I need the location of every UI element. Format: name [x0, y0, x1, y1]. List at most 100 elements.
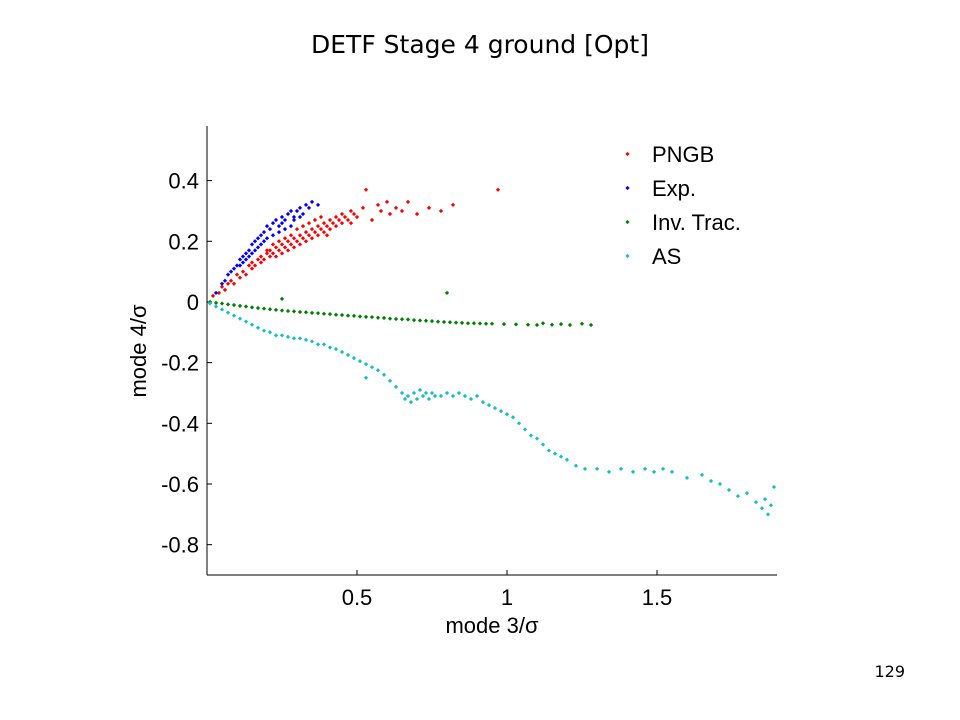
data-point [309, 339, 315, 344]
data-point [324, 233, 330, 238]
data-point [237, 263, 243, 268]
data-point [279, 251, 285, 256]
data-point [375, 368, 381, 373]
data-point [273, 217, 279, 223]
data-point [375, 202, 381, 207]
data-point [279, 308, 285, 313]
data-point [345, 352, 351, 358]
data-point [243, 251, 249, 256]
data-point [438, 393, 444, 399]
data-point [393, 384, 399, 390]
data-point [309, 227, 315, 232]
data-point [318, 227, 324, 232]
data-point [258, 260, 264, 265]
data-point [363, 314, 369, 319]
series-inv-trac [207, 290, 594, 328]
data-point [342, 214, 348, 220]
data-point [288, 223, 294, 229]
data-point [207, 301, 213, 306]
data-point [303, 239, 309, 244]
data-point [546, 448, 552, 453]
data-point [303, 310, 309, 315]
data-point [504, 412, 510, 417]
legend-label: AS [652, 244, 681, 269]
data-point [261, 328, 267, 333]
data-point [306, 205, 312, 211]
data-point [357, 314, 363, 319]
data-point [270, 220, 276, 226]
data-point [321, 342, 327, 347]
legend-marker [625, 219, 630, 225]
data-point [333, 214, 339, 220]
data-point [246, 248, 252, 253]
data-point [414, 396, 420, 402]
data-point [216, 290, 222, 295]
data-point [378, 208, 384, 214]
data-point [258, 242, 264, 247]
data-point [429, 390, 435, 396]
data-point [669, 469, 675, 474]
data-point [387, 378, 393, 383]
data-point [222, 278, 228, 283]
data-point [264, 236, 270, 241]
data-point [303, 337, 309, 343]
data-point [363, 375, 369, 380]
data-point [294, 208, 300, 214]
x-axis-label: mode 3/σ [445, 613, 538, 638]
legend-marker [625, 253, 630, 259]
data-point [444, 390, 450, 396]
data-point [759, 506, 765, 511]
data-point [309, 236, 315, 241]
data-point [312, 230, 318, 235]
data-point [219, 284, 225, 289]
data-point [393, 316, 399, 322]
data-point [522, 427, 528, 432]
data-point [231, 266, 237, 271]
data-point [333, 223, 339, 229]
data-point [273, 254, 279, 259]
data-point [312, 217, 318, 223]
data-point [309, 199, 315, 204]
data-point [345, 313, 351, 318]
data-point [726, 487, 732, 493]
data-point [228, 278, 234, 283]
data-point [267, 227, 273, 232]
data-point [339, 349, 345, 355]
data-point [405, 317, 411, 322]
data-point [573, 463, 579, 468]
data-point [450, 393, 456, 399]
data-point [255, 245, 261, 250]
data-point [288, 233, 294, 238]
y-tick-label: -0.6 [161, 472, 199, 497]
legend-label: Inv. Trac. [652, 210, 741, 235]
data-point [297, 233, 303, 238]
data-point [291, 217, 297, 223]
data-point [375, 315, 381, 320]
data-point [339, 312, 345, 318]
data-point [210, 293, 216, 299]
data-point [297, 205, 303, 211]
data-point [564, 457, 570, 462]
series-exp [213, 199, 321, 295]
data-point [234, 272, 240, 277]
data-point [318, 214, 324, 220]
data-point [288, 242, 294, 247]
data-point [558, 321, 564, 327]
data-point [384, 199, 390, 204]
data-point [771, 484, 777, 490]
data-point [276, 239, 282, 244]
data-point [294, 239, 300, 244]
data-point [339, 211, 345, 217]
data-point [588, 322, 594, 328]
data-point [291, 214, 297, 220]
data-point [243, 304, 249, 309]
data-point [399, 317, 405, 322]
data-point [477, 321, 483, 326]
data-point [261, 306, 267, 311]
data-point [438, 208, 444, 214]
data-point [405, 393, 411, 399]
data-point [231, 302, 237, 308]
data-point [528, 433, 534, 438]
data-point [363, 362, 369, 367]
data-point [270, 233, 276, 238]
